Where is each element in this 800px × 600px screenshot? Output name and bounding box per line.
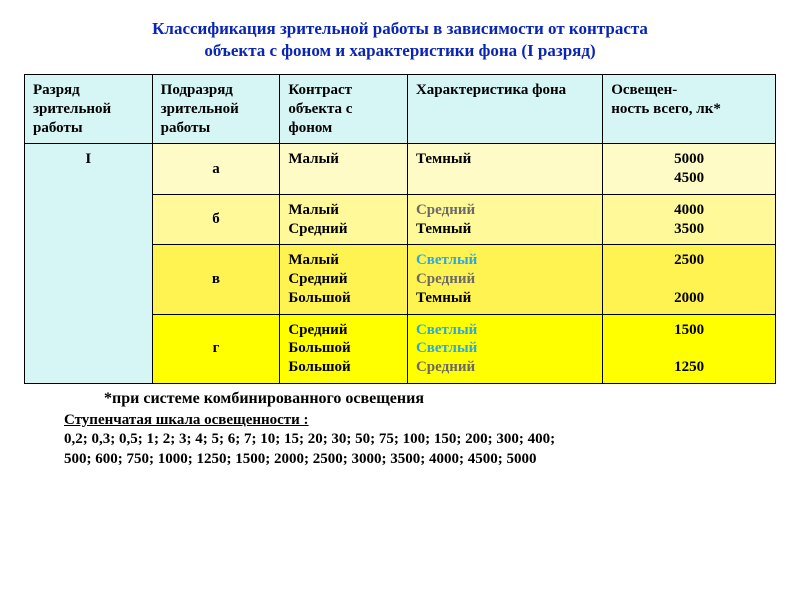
category-cell: I (25, 144, 153, 384)
subcategory-cell: г (152, 314, 280, 383)
contrast-cell: МалыйСредний (280, 194, 408, 245)
contrast-value: Средний (288, 321, 399, 340)
lux-value: 5000 (611, 150, 767, 169)
contrast-value: Большой (288, 289, 399, 308)
characteristic-value: Светлый (416, 251, 594, 270)
contrast-value: Малый (288, 251, 399, 270)
characteristic-cell: СветлыйСветлыйСредний (407, 314, 602, 383)
page-title: Классификация зрительной работы в зависи… (24, 18, 776, 62)
lux-cell: 2500 2000 (603, 245, 776, 314)
col-header-5: Освещен-ность всего, лк* (603, 75, 776, 144)
lux-value: 4500 (611, 169, 767, 188)
table-body: IаМалыйТемный50004500бМалыйСреднийСредни… (25, 144, 776, 384)
footnote: *при системе комбинированного освещения (104, 390, 776, 408)
contrast-cell: МалыйСреднийБольшой (280, 245, 408, 314)
contrast-value: Большой (288, 358, 399, 377)
characteristic-value: Светлый (416, 339, 594, 358)
subcategory-cell: в (152, 245, 280, 314)
lux-value: 2000 (611, 289, 767, 308)
lux-value: 1250 (611, 358, 767, 377)
lux-cell: 1500 1250 (603, 314, 776, 383)
scale-title: Ступенчатая шкала освещенности : (64, 412, 776, 429)
characteristic-value: Темный (416, 150, 594, 169)
characteristic-cell: СветлыйСреднийТемный (407, 245, 602, 314)
classification-table: Разряд зрительной работы Подразряд зрите… (24, 74, 776, 384)
lux-value: 1500 (611, 321, 767, 340)
characteristic-value: Средний (416, 201, 594, 220)
lux-value: 4000 (611, 201, 767, 220)
scale-line-1: 0,2; 0,3; 0,5; 1; 2; 3; 4; 5; 6; 7; 10; … (64, 431, 555, 447)
scale-line-2: 500; 600; 750; 1000; 1250; 1500; 2000; 2… (64, 451, 536, 467)
characteristic-value: Средний (416, 270, 594, 289)
lux-value: 2500 (611, 251, 767, 270)
contrast-value: Малый (288, 201, 399, 220)
table-header-row: Разряд зрительной работы Подразряд зрите… (25, 75, 776, 144)
lux-cell: 50004500 (603, 144, 776, 195)
contrast-value: Малый (288, 150, 399, 169)
col-header-3: Контраст объекта с фоном (280, 75, 408, 144)
characteristic-cell: Темный (407, 144, 602, 195)
title-line2: объекта с фоном и характеристики фона (I… (204, 41, 595, 60)
lux-value (611, 339, 767, 358)
contrast-cell: СреднийБольшойБольшой (280, 314, 408, 383)
contrast-value: Средний (288, 220, 399, 239)
subcategory-cell: б (152, 194, 280, 245)
characteristic-cell: СреднийТемный (407, 194, 602, 245)
characteristic-value: Темный (416, 289, 594, 308)
contrast-value: Средний (288, 270, 399, 289)
col-header-4: Характеристика фона (407, 75, 602, 144)
characteristic-value: Темный (416, 220, 594, 239)
col-header-1: Разряд зрительной работы (25, 75, 153, 144)
table-row: IаМалыйТемный50004500 (25, 144, 776, 195)
lux-value: 3500 (611, 220, 767, 239)
lux-cell: 40003500 (603, 194, 776, 245)
scale-values: 0,2; 0,3; 0,5; 1; 2; 3; 4; 5; 6; 7; 10; … (64, 429, 776, 470)
characteristic-value: Светлый (416, 321, 594, 340)
subcategory-cell: а (152, 144, 280, 195)
lux-value (611, 270, 767, 289)
title-line1: Классификация зрительной работы в зависи… (152, 19, 648, 38)
contrast-value: Большой (288, 339, 399, 358)
contrast-cell: Малый (280, 144, 408, 195)
characteristic-value: Средний (416, 358, 594, 377)
col-header-2: Подразряд зрительной работы (152, 75, 280, 144)
